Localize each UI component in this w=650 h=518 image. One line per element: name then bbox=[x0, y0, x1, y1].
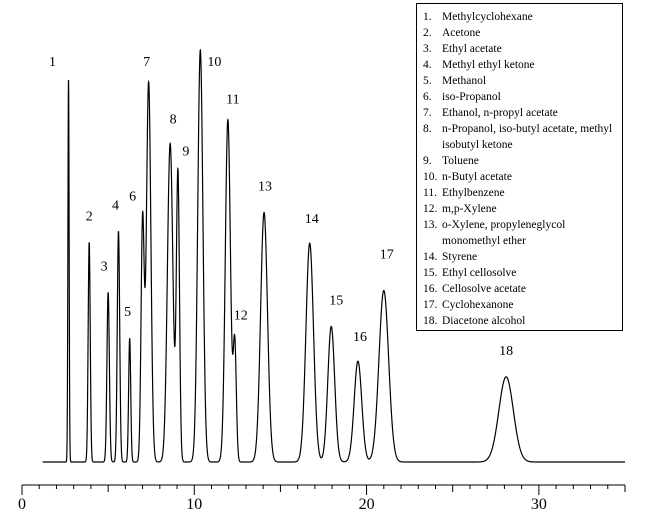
peak-label-6: 6 bbox=[129, 189, 136, 204]
legend-item-name: n-Propanol, iso-butyl acetate, methyl is… bbox=[442, 123, 613, 151]
legend-item-name: Ethyl cellosolve bbox=[442, 267, 517, 279]
legend-item-name: Cellosolve acetate bbox=[442, 283, 526, 295]
legend-item-10: 10. n-Butyl acetate bbox=[423, 169, 622, 185]
legend-item-15: 15. Ethyl cellosolve bbox=[423, 265, 622, 281]
x-tick-label: 30 bbox=[531, 496, 547, 513]
legend-item-name: Methanol bbox=[442, 75, 487, 87]
legend-item-12: 12. m,p-Xylene bbox=[423, 201, 622, 217]
legend-item-name: Ethanol, n-propyl acetate bbox=[442, 107, 558, 119]
trace-layer bbox=[42, 48, 625, 463]
legend-item-number: 6. bbox=[423, 91, 432, 103]
peak-label-2: 2 bbox=[86, 209, 93, 224]
legend-item-number: 13. bbox=[423, 219, 438, 231]
peak-label-5: 5 bbox=[124, 305, 131, 320]
peak-label-9: 9 bbox=[182, 145, 189, 160]
legend-item-name: Styrene bbox=[442, 251, 478, 263]
legend-item-number: 12. bbox=[423, 203, 438, 215]
legend-item-7: 7. Ethanol, n-propyl acetate bbox=[423, 105, 622, 121]
peak-label-12: 12 bbox=[234, 308, 248, 323]
legend-item-number: 8. bbox=[423, 123, 432, 135]
legend-item-number: 18. bbox=[423, 315, 438, 327]
legend-item-2: 2. Acetone bbox=[423, 25, 622, 41]
x-tick-label: 10 bbox=[186, 496, 202, 513]
legend-item-name: Methylcyclohexane bbox=[442, 11, 533, 23]
x-axis: 0 10 20 30 bbox=[18, 484, 626, 513]
legend-item-5: 5. Methanol bbox=[423, 73, 622, 89]
peak-label-3: 3 bbox=[101, 259, 108, 274]
legend-item-16: 16. Cellosolve acetate bbox=[423, 281, 622, 297]
legend-item-number: 4. bbox=[423, 59, 432, 71]
legend-item-name: Ethyl acetate bbox=[442, 43, 502, 55]
legend-item-name: Cyclohexanone bbox=[442, 299, 514, 311]
legend-item-number: 1. bbox=[423, 11, 432, 23]
peak-label-4: 4 bbox=[112, 198, 119, 213]
peak-label-16: 16 bbox=[353, 330, 367, 345]
legend-item-4: 4. Methyl ethyl ketone bbox=[423, 57, 622, 73]
legend-item-name: Acetone bbox=[442, 27, 481, 39]
legend-item-number: 7. bbox=[423, 107, 432, 119]
peak-label-18: 18 bbox=[499, 344, 513, 359]
legend-item-name: n-Butyl acetate bbox=[442, 171, 512, 183]
peak-label-14: 14 bbox=[305, 212, 319, 227]
legend-item-3: 3. Ethyl acetate bbox=[423, 41, 622, 57]
legend-item-18: 18. Diacetone alcohol bbox=[423, 313, 622, 329]
legend-item-number: 16. bbox=[423, 283, 438, 295]
legend-item-name: m,p-Xylene bbox=[442, 203, 497, 215]
legend-item-number: 10. bbox=[423, 171, 438, 183]
legend: 1. Methylcyclohexane 2. Acetone 3. Ethyl acet… bbox=[416, 3, 623, 331]
x-tick-label: 20 bbox=[359, 496, 375, 513]
legend-item-number: 2. bbox=[423, 27, 432, 39]
legend-item-11: 11. Ethylbenzene bbox=[423, 185, 622, 201]
legend-item-17: 17. Cyclohexanone bbox=[423, 297, 622, 313]
legend-item-14: 14. Styrene bbox=[423, 249, 622, 265]
peak-label-13: 13 bbox=[258, 180, 272, 195]
peak-label-17: 17 bbox=[380, 247, 394, 262]
legend-item-number: 9. bbox=[423, 155, 432, 167]
legend-item-number: 17. bbox=[423, 299, 438, 311]
peak-label-15: 15 bbox=[329, 293, 343, 308]
legend-item-13: 13. o-Xylene, propyleneglycol monomethyl … bbox=[423, 217, 622, 249]
legend-item-name: iso-Propanol bbox=[442, 91, 501, 103]
legend-item-8: 8. n-Propanol, iso-butyl acetate, methyl … bbox=[423, 121, 622, 153]
peak-label-11: 11 bbox=[226, 93, 239, 108]
legend-item-9: 9. Toluene bbox=[423, 153, 622, 169]
legend-item-number: 14. bbox=[423, 251, 438, 263]
peak-label-10: 10 bbox=[207, 55, 221, 70]
chromatogram-trace bbox=[42, 48, 625, 463]
legend-item-number: 5. bbox=[423, 75, 432, 87]
legend-item-name: o-Xylene, propyleneglycol monomethyl eth… bbox=[442, 219, 566, 247]
peak-label-7: 7 bbox=[143, 55, 150, 70]
legend-item-name: Ethylbenzene bbox=[442, 187, 505, 199]
legend-item-number: 3. bbox=[423, 43, 432, 55]
legend-item-1: 1. Methylcyclohexane bbox=[423, 9, 622, 25]
peak-label-1: 1 bbox=[49, 55, 56, 70]
legend-item-number: 11. bbox=[423, 187, 437, 199]
legend-item-name: Methyl ethyl ketone bbox=[442, 59, 535, 71]
legend-item-name: Diacetone alcohol bbox=[442, 315, 526, 327]
x-tick-label: 0 bbox=[18, 496, 26, 513]
legend-item-number: 15. bbox=[423, 267, 438, 279]
legend-item-name: Toluene bbox=[442, 155, 479, 167]
legend-item-6: 6. iso-Propanol bbox=[423, 89, 622, 105]
peak-label-8: 8 bbox=[170, 112, 177, 127]
